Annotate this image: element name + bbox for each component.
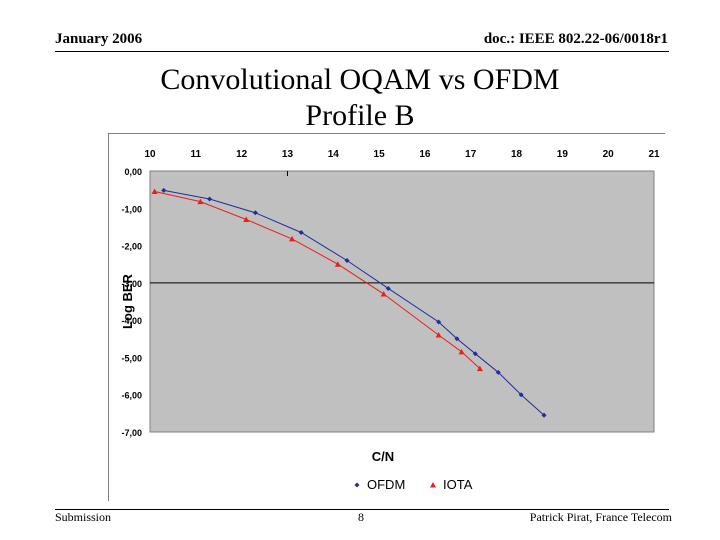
data-point-ofdm	[472, 351, 478, 357]
legend-label-iota: IOTA	[443, 477, 473, 492]
x-tick-label: 10	[144, 149, 156, 160]
y-axis-label: Log BER	[120, 273, 135, 328]
x-tick-label: 17	[465, 149, 477, 160]
data-point-ofdm	[252, 210, 258, 216]
data-point-ofdm	[518, 392, 524, 398]
x-tick-label: 13	[282, 149, 294, 160]
x-tick-label: 16	[419, 149, 431, 160]
y-tick-label: -4,00	[121, 316, 142, 326]
y-tick-label: 0,00	[124, 167, 142, 177]
y-tick-label: -1,00	[121, 204, 142, 214]
chart-frame: 10 11 12 13 14 15 16 17 18 19 20 21 0,00 -1,00 -2,00 -3…	[108, 133, 665, 501]
header-rule	[55, 51, 669, 52]
x-tick-label: 11	[191, 149, 202, 160]
footer-page-number: 8	[358, 510, 364, 524]
slide-title-line2: Profile B	[305, 99, 415, 132]
y-tick-label: -3,00	[121, 279, 142, 289]
x-axis-label: C/N	[372, 449, 394, 464]
data-point-ofdm	[454, 336, 460, 342]
header-date: January 2006	[55, 31, 143, 47]
y-tick-label: -2,00	[121, 242, 142, 252]
x-tick-label: 14	[328, 149, 340, 160]
series-line-ofdm	[163, 189, 545, 416]
legend-marker-iota	[430, 482, 436, 488]
footer-submission: Submission	[55, 510, 112, 524]
data-point-ofdm	[298, 230, 304, 236]
y-tick-label: -7,00	[121, 428, 142, 438]
x-tick-label: 15	[374, 149, 386, 160]
y-tick-label: -6,00	[121, 391, 142, 401]
data-point-ofdm	[161, 187, 167, 193]
footer-author: Patrick Pirat, France Telecom	[529, 510, 672, 524]
data-point-ofdm	[495, 369, 501, 375]
data-point-iota	[380, 291, 387, 297]
footer-rule	[55, 509, 669, 510]
data-point-iota	[458, 348, 465, 355]
y-tick-label: -5,00	[121, 353, 142, 363]
header-doc-id: doc.: IEEE 802.22-06/0018r1	[483, 31, 668, 47]
data-point-iota	[435, 332, 442, 338]
x-tick-label: 18	[511, 149, 523, 160]
x-tick-label: 20	[603, 149, 615, 160]
plot-area	[149, 170, 655, 433]
x-tick-label: 19	[557, 149, 569, 160]
data-point-ofdm	[541, 412, 547, 418]
data-point-iota	[334, 261, 341, 267]
x-tick-label: 12	[236, 149, 248, 160]
data-point-ofdm	[385, 285, 391, 291]
slide-title-line1: Convolutional OQAM vs OFDM	[160, 63, 560, 96]
data-point-ofdm	[344, 257, 350, 263]
ber-chart: 10 11 12 13 14 15 16 17 18 19 20 21 0,00 -1,00 -2,00 -3…	[120, 149, 660, 492]
data-point-iota	[243, 216, 250, 222]
data-point-iota	[151, 188, 158, 195]
data-point-ofdm	[207, 196, 213, 202]
data-point-iota	[289, 235, 296, 242]
x-tick-label: 21	[648, 149, 660, 160]
legend-label-ofdm: OFDM	[367, 477, 405, 492]
data-point-iota	[197, 198, 204, 205]
data-point-iota	[476, 365, 483, 372]
legend-marker-ofdm	[354, 482, 360, 488]
data-point-ofdm	[436, 319, 442, 325]
